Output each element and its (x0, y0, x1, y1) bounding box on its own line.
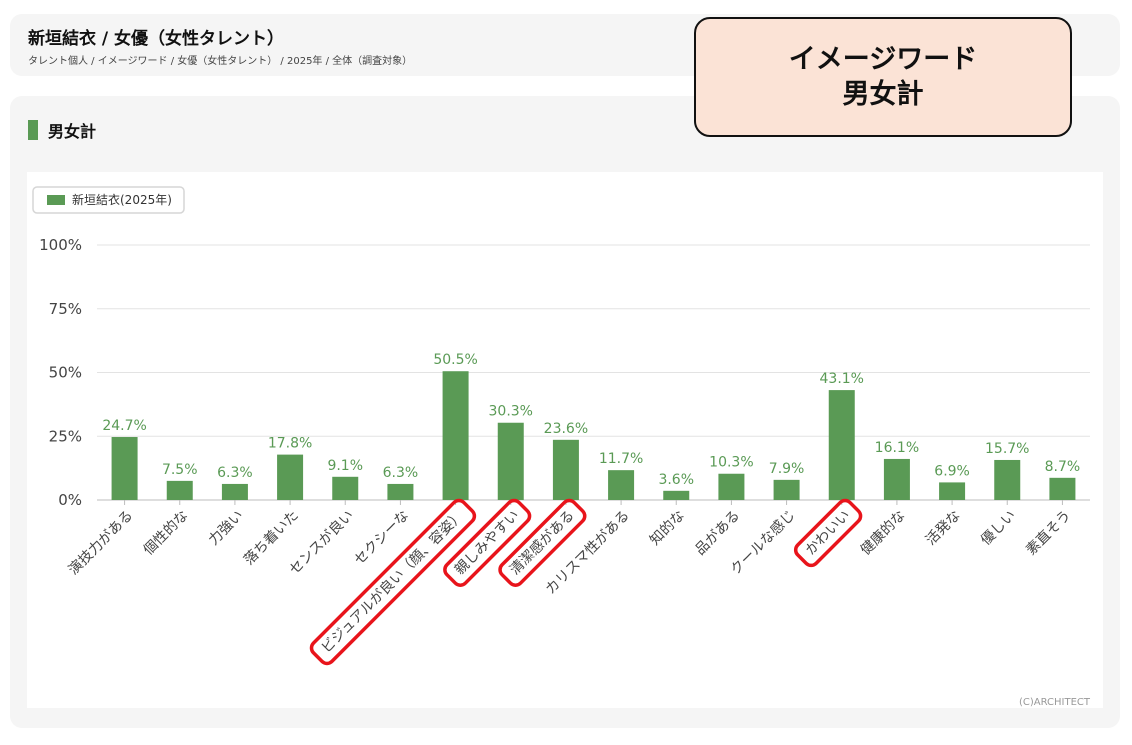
highlight-frame (309, 498, 477, 666)
x-tick-label: 力強い (206, 508, 247, 549)
callout-line-1: イメージワード (788, 43, 978, 75)
data-label: 9.1% (327, 458, 363, 474)
bar (883, 458, 910, 500)
bar (608, 470, 635, 500)
bar (332, 476, 359, 500)
breadcrumb: タレント個人 / イメージワード / 女優（女性タレント） / 2025年 / … (28, 56, 413, 67)
data-label: 17.8% (268, 436, 312, 452)
bar (1049, 477, 1076, 500)
bar (111, 437, 138, 500)
data-label: 43.1% (820, 371, 864, 387)
x-tick-label: 知的な (646, 507, 688, 549)
bar (387, 483, 414, 500)
data-label: 30.3% (489, 404, 533, 420)
data-label: 11.7% (599, 451, 643, 467)
x-tick-label: 演技力がある (66, 508, 137, 579)
bar (221, 483, 248, 500)
y-tick-label: 75% (49, 300, 82, 318)
y-tick-label: 50% (49, 364, 82, 382)
bar (994, 459, 1021, 500)
data-label: 3.6% (658, 472, 694, 488)
data-label: 50.5% (433, 352, 477, 368)
legend-label: 新垣結衣(2025年) (72, 192, 172, 207)
x-tick-label: 優しい (978, 508, 1019, 549)
x-tick-label: 活発な (923, 508, 964, 549)
y-tick-label: 25% (49, 427, 82, 445)
bar (277, 454, 304, 500)
data-label: 6.3% (217, 465, 253, 481)
x-tick-label: 素直そう (1023, 507, 1075, 559)
bar (718, 473, 745, 500)
page-title: 新垣結衣 / 女優（女性タレント） (28, 29, 285, 49)
bar (552, 439, 579, 500)
bar (497, 422, 524, 500)
bar (828, 390, 855, 500)
y-tick-label: 100% (39, 236, 82, 254)
bar (166, 480, 193, 500)
data-label: 16.1% (875, 440, 919, 456)
section-title: 男女計 (48, 122, 97, 141)
copyright-text: (C)ARCHITECT (1019, 697, 1091, 708)
data-label: 24.7% (102, 418, 146, 434)
data-label: 6.9% (934, 463, 970, 479)
highlight-frame (443, 498, 532, 587)
data-label: 6.3% (383, 465, 419, 481)
callout-line-2: 男女計 (842, 79, 924, 110)
highlight-frame (793, 498, 863, 568)
legend-swatch (47, 195, 65, 205)
highlight-frame (498, 498, 587, 587)
x-tick-label: 健康的な (857, 507, 909, 559)
data-label: 7.9% (769, 461, 805, 477)
bar (939, 482, 966, 500)
x-tick-label: 個性的な (141, 508, 192, 559)
chart-card: 男女計 (10, 96, 1120, 728)
callout-box: イメージワード 男女計 (694, 17, 1072, 137)
bar (663, 490, 690, 500)
bar (442, 371, 469, 500)
y-tick-label: 0% (58, 491, 82, 509)
section-marker (28, 120, 38, 140)
data-label: 8.7% (1045, 459, 1081, 475)
data-label: 15.7% (985, 441, 1029, 457)
data-label: 7.5% (162, 462, 198, 478)
data-label: 23.6% (544, 421, 588, 437)
legend-box (32, 186, 185, 214)
data-label: 10.3% (709, 455, 753, 471)
section-header: 男女計 (28, 118, 96, 142)
bar (773, 479, 800, 500)
x-tick-label: 品がある (692, 508, 743, 559)
